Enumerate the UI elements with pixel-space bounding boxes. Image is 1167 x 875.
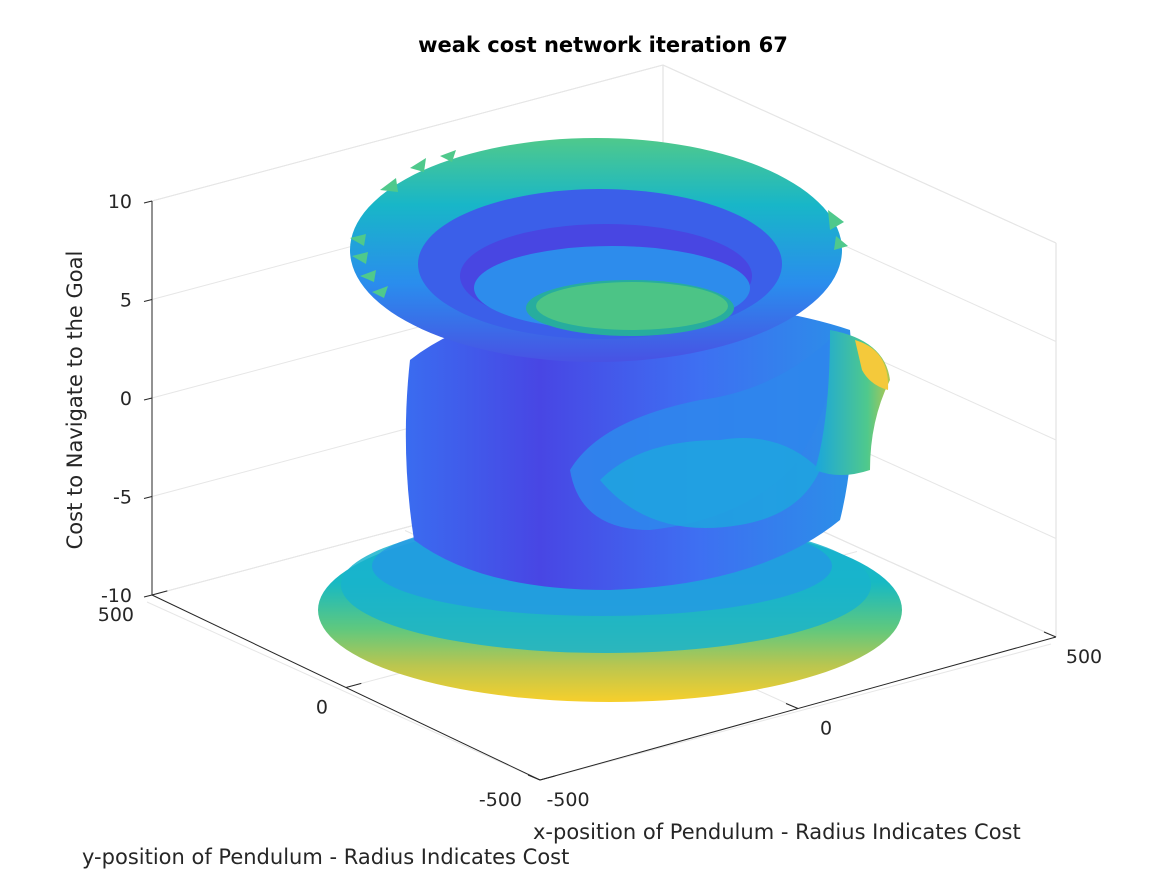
y-tick-label: -500 [479, 789, 522, 811]
z-tick [143, 496, 153, 499]
x-axis-line [539, 636, 1057, 781]
x-axis-label: x-position of Pendulum - Radius Indicate… [533, 820, 1021, 844]
cost-surface [318, 138, 902, 702]
y-gridline [539, 643, 1052, 781]
x-tick-label: 0 [820, 718, 832, 740]
x-gridline [146, 601, 541, 781]
x-tick [785, 703, 799, 709]
z-gridline [662, 64, 1057, 244]
z-gridline [151, 64, 664, 202]
y-axis-label: y-position of Pendulum - Radius Indicate… [82, 845, 569, 869]
y-tick [345, 682, 362, 688]
z-axis-label: Cost to Navigate to the Goal [63, 251, 87, 550]
z-tick-label: 5 [120, 290, 132, 312]
z-tick-label: -10 [101, 585, 132, 607]
x-tick [1043, 631, 1057, 638]
chart-title: weak cost network iteration 67 [418, 33, 788, 57]
z-tick [143, 299, 153, 302]
y-axis-line [151, 594, 541, 781]
z-tick [143, 594, 153, 598]
z-tick-label: -5 [113, 487, 132, 509]
y-tick-label: 0 [316, 697, 328, 719]
z-tick-label: 10 [108, 191, 132, 213]
x-tick-label: -500 [546, 789, 589, 811]
y-tick-label: 500 [98, 604, 134, 626]
z-tick [143, 397, 153, 401]
x-tick-label: 500 [1066, 646, 1102, 668]
axis-ticks: -10 -5 0 5 10 -500 0 500 -500 0 500 [98, 191, 1102, 811]
z-tick-label: 0 [120, 388, 132, 410]
z-tick [143, 200, 153, 204]
y-tick [151, 590, 168, 596]
